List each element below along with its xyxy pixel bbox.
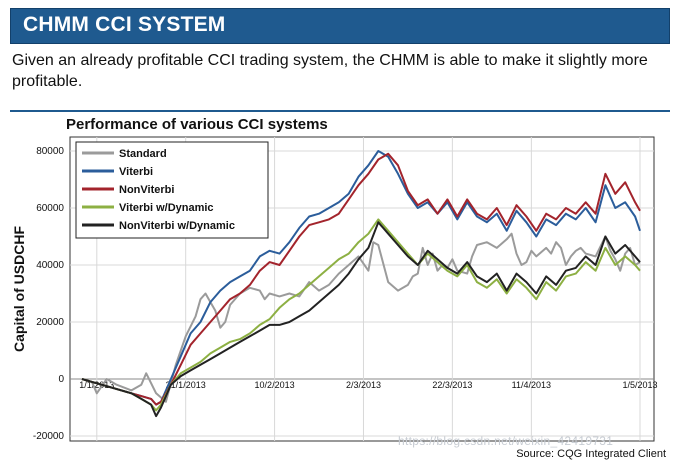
plot-frame (69, 136, 655, 442)
header-banner: CHMM CCI SYSTEM (10, 8, 670, 44)
x-tick-label: 10/2/2013 (255, 380, 295, 390)
y-axis-label: Capital of USDCHF (11, 226, 27, 352)
x-tick-label: 22/3/2013 (432, 380, 472, 390)
y-tick-label: 80000 (36, 146, 64, 157)
figure-caption: Given an already profitable CCI trading … (12, 52, 648, 90)
series-line-standard (81, 232, 641, 403)
x-tick-label: 11/4/2013 (512, 380, 551, 390)
banner-title: CHMM CCI SYSTEM (23, 13, 226, 36)
y-tick-label: -20000 (33, 431, 65, 442)
legend-label: NonViterbi w/Dynamic (119, 220, 235, 232)
x-tick-label: 2/3/2013 (346, 380, 381, 390)
x-tick-label: 21/1/2013 (166, 380, 206, 390)
legend-label: Viterbi w/Dynamic (119, 202, 214, 214)
legend-label: Viterbi (119, 166, 153, 178)
divider (10, 110, 670, 112)
legend-label: Standard (119, 148, 167, 160)
source-note: Source: CQG Integrated Client (516, 448, 666, 460)
y-tick-label: 60000 (36, 203, 64, 214)
series-line-viterbi (81, 150, 641, 406)
chart-title: Performance of various CCI systems (66, 116, 328, 133)
y-tick-label: 0 (58, 374, 64, 385)
x-tick-label: 1/1/2013 (79, 380, 114, 390)
x-tick-label: 1/5/2013 (622, 380, 657, 390)
legend-label: NonViterbi (119, 184, 174, 196)
watermark: https://blog.csdn.net/weixin_42419731 (398, 434, 614, 448)
series-line-nonviterbi-w-dynamic (81, 221, 641, 418)
y-tick-label: 20000 (36, 317, 64, 328)
y-tick-label: 40000 (36, 260, 64, 271)
